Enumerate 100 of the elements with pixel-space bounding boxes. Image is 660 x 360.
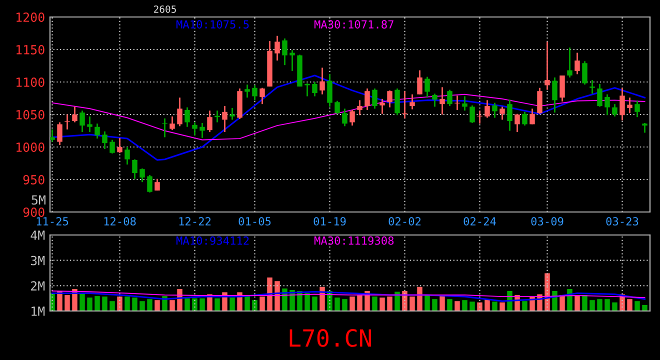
candlestick	[462, 96, 468, 112]
text: MA30:1071.87	[314, 20, 394, 29]
y-tick-label: 2M	[31, 281, 45, 290]
candlestick	[432, 93, 438, 108]
y-tick-label: 950	[23, 175, 44, 184]
candlestick	[57, 122, 62, 146]
candlestick	[582, 60, 588, 86]
candlestick	[447, 89, 452, 107]
x-tick-label: 12-22	[179, 217, 211, 226]
candlestick	[410, 94, 415, 110]
text: 2605	[154, 5, 176, 13]
candlestick	[170, 116, 175, 131]
text: 5M	[32, 195, 46, 205]
y-tick-label: 1000	[16, 142, 44, 152]
candlestick	[380, 98, 385, 115]
candlestick	[207, 110, 212, 133]
candlestick	[252, 84, 258, 101]
candlestick	[604, 94, 610, 116]
x-tick-label: 12-08	[104, 217, 136, 226]
candlestick	[342, 108, 348, 127]
candlestick	[260, 87, 265, 105]
text: MA10:934112	[176, 236, 249, 245]
candlestick	[312, 81, 318, 97]
candlestick	[184, 106, 190, 128]
candlestick	[567, 46, 572, 78]
candlestick	[140, 168, 145, 183]
candlestick	[537, 87, 542, 115]
candlestick	[222, 105, 228, 133]
y-tick-label: 1050	[16, 110, 44, 120]
candlestick	[50, 128, 55, 142]
candlestick	[147, 174, 152, 194]
candlestick	[597, 83, 602, 108]
candlestick	[244, 84, 250, 98]
y-tick-label: 900	[23, 208, 44, 217]
candlestick	[357, 100, 362, 116]
y-tick-label: 1100	[16, 78, 44, 87]
y-tick-label: 1200	[16, 12, 44, 22]
candlestick	[620, 87, 625, 122]
candlestick	[304, 82, 310, 97]
candlestick	[612, 103, 618, 118]
candlestick	[470, 104, 475, 124]
candlestick	[192, 122, 198, 136]
candlestick	[72, 106, 78, 123]
y-tick-label: 3M	[30, 256, 45, 266]
candlestick	[500, 106, 505, 120]
candlestick	[492, 102, 498, 118]
candlestick	[424, 76, 430, 98]
candlestick	[627, 96, 632, 114]
candlestick	[200, 122, 205, 139]
candlestick	[364, 88, 370, 111]
candlestick	[94, 122, 100, 140]
x-tick-label: 01-19	[314, 217, 346, 226]
candlestick	[290, 49, 295, 72]
candlestick	[560, 74, 565, 102]
candlestick	[124, 146, 130, 166]
x-tick-label: 11-25	[36, 217, 68, 226]
line-series	[52, 290, 646, 298]
candlestick	[402, 90, 408, 120]
candlestick	[394, 88, 400, 116]
candlestick	[574, 52, 580, 75]
candlestick	[372, 88, 378, 110]
candlestick	[282, 38, 288, 66]
candlestick	[320, 67, 325, 96]
x-tick-label: 02-02	[388, 217, 421, 226]
line-series	[51, 290, 646, 302]
x-tick-label: 03-09	[531, 217, 564, 226]
y-tick-label: 4M	[30, 230, 45, 240]
candlestick	[642, 122, 648, 134]
candlestick	[590, 79, 595, 94]
candlestick	[507, 98, 512, 132]
candlestick	[544, 41, 550, 90]
candlestick	[514, 113, 520, 133]
candlestick	[110, 139, 115, 154]
candlestick	[274, 35, 280, 62]
candlestick	[102, 130, 108, 150]
candlestick	[634, 100, 640, 118]
candlestick	[350, 109, 355, 126]
candlestick	[552, 76, 558, 114]
x-tick-label: 01-05	[238, 217, 271, 226]
candlestick	[132, 158, 138, 180]
candlestick	[117, 137, 122, 154]
candlestick	[417, 70, 422, 96]
candlestick	[440, 86, 445, 116]
candlestick	[387, 90, 392, 108]
candlestick	[530, 108, 535, 125]
text: MA10:1075.5	[176, 20, 249, 29]
candlestick	[80, 110, 85, 133]
candlestick	[230, 107, 235, 120]
candlestick	[87, 116, 92, 133]
candlestick	[484, 100, 490, 118]
candlestick	[522, 111, 528, 126]
y-tick-label: 1M	[32, 306, 45, 316]
text: MA30:1119308	[314, 236, 394, 245]
y-tick-label: 1150	[16, 45, 44, 54]
candlestick	[334, 100, 340, 115]
x-tick-label: 02-24	[464, 217, 496, 226]
text: L70.CN	[290, 329, 372, 347]
candlestick	[327, 74, 332, 108]
candlestick	[177, 96, 182, 127]
line-series	[51, 74, 646, 161]
